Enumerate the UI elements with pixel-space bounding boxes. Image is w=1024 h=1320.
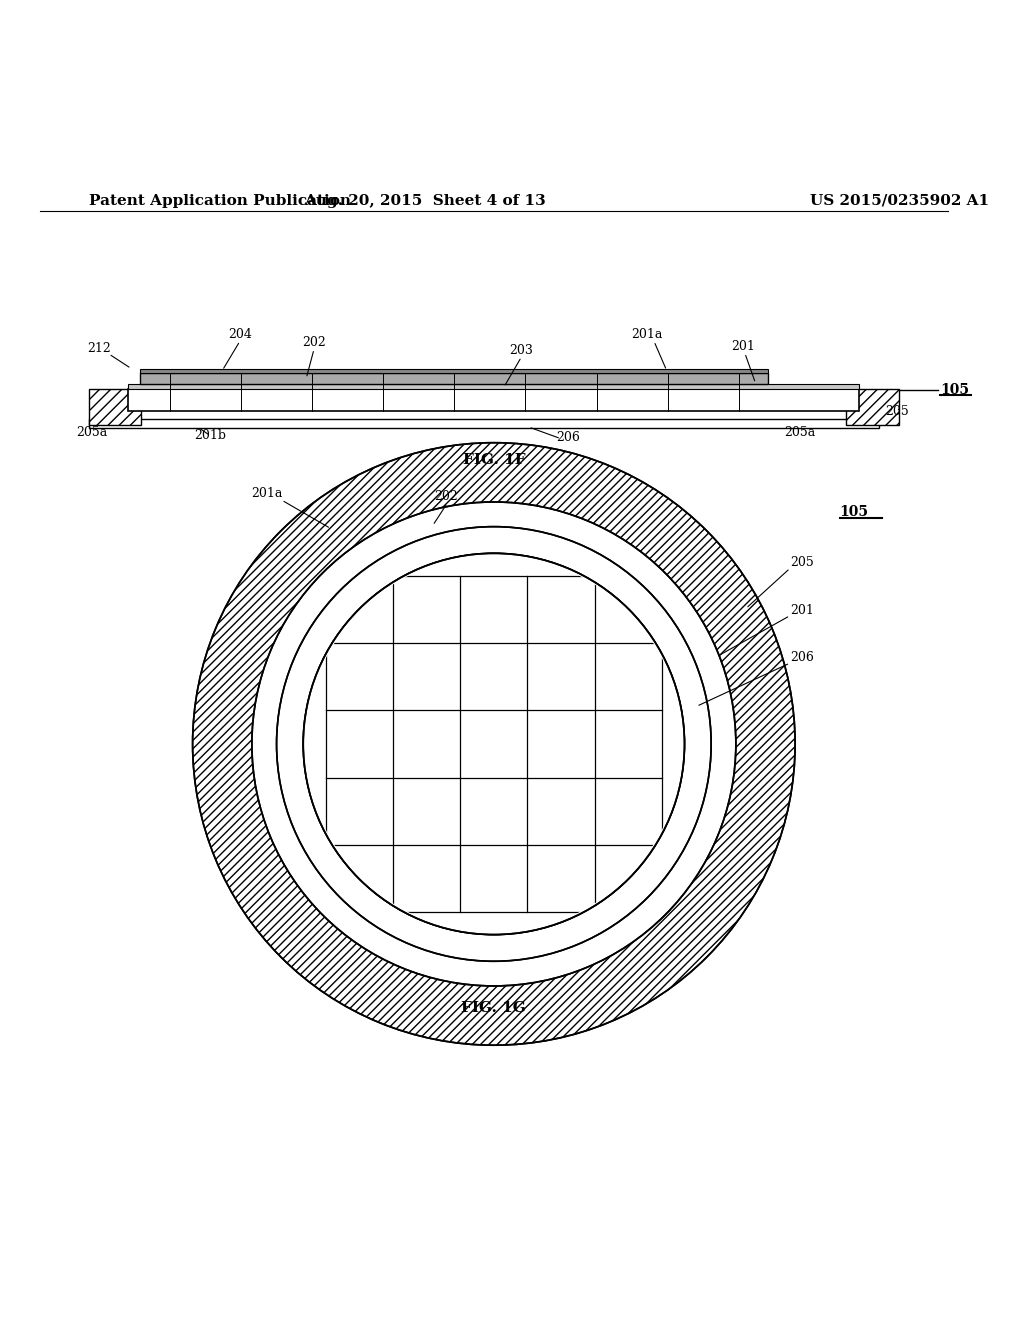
Bar <box>847 389 899 425</box>
Text: 205: 205 <box>885 405 908 418</box>
Bar <box>128 389 859 411</box>
Text: 105: 105 <box>940 383 970 397</box>
Text: FIG. 1G: FIG. 1G <box>462 1001 526 1015</box>
Text: 206: 206 <box>791 651 814 664</box>
Text: 201a: 201a <box>251 487 283 500</box>
Bar <box>89 418 879 428</box>
Text: 205a: 205a <box>784 426 816 438</box>
Text: 205a: 205a <box>76 426 108 438</box>
Bar <box>140 372 768 384</box>
Text: Aug. 20, 2015  Sheet 4 of 13: Aug. 20, 2015 Sheet 4 of 13 <box>304 194 546 207</box>
Bar <box>140 368 768 372</box>
Text: 203: 203 <box>510 343 534 356</box>
Text: 201: 201 <box>731 339 755 352</box>
Text: 212: 212 <box>87 342 111 355</box>
Circle shape <box>305 556 683 933</box>
Text: 205: 205 <box>791 556 814 569</box>
Text: 201a: 201a <box>631 327 663 341</box>
Bar <box>89 389 141 425</box>
Wedge shape <box>276 527 711 961</box>
Text: 206: 206 <box>556 430 580 444</box>
Text: 201b: 201b <box>195 429 226 442</box>
Text: 204: 204 <box>228 327 252 341</box>
Text: US 2015/0235902 A1: US 2015/0235902 A1 <box>810 194 989 207</box>
Wedge shape <box>193 442 795 1045</box>
Text: FIG. 1F: FIG. 1F <box>463 454 525 467</box>
Text: 202: 202 <box>434 490 459 503</box>
Text: 201: 201 <box>791 603 814 616</box>
Text: 105: 105 <box>840 504 868 519</box>
Bar <box>128 384 859 389</box>
Text: Patent Application Publication: Patent Application Publication <box>89 194 351 207</box>
Circle shape <box>303 553 684 935</box>
Text: 202: 202 <box>302 335 326 348</box>
